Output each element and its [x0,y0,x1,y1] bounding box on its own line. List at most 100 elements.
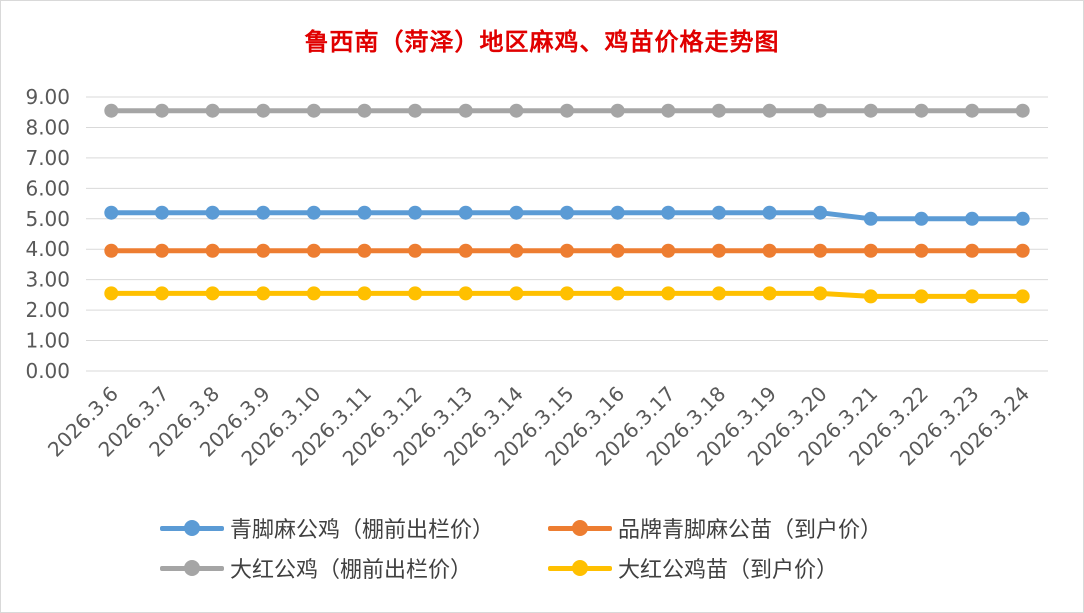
data-point [762,286,777,301]
y-tick-label: 0.00 [25,359,70,383]
data-point [306,205,321,220]
data-point [357,243,372,258]
gridlines [86,96,1048,372]
y-tick-label: 8.00 [25,115,70,139]
legend-label: 品牌青脚麻公苗（到户价） [618,518,883,543]
data-point [661,286,676,301]
data-point [256,243,271,258]
data-point [205,286,220,301]
legend-item-series-3: 大红公鸡（棚前出栏价） [160,552,472,584]
legend-swatch [548,516,612,540]
data-point [509,286,524,301]
data-point [965,103,980,118]
data-point [509,205,524,220]
y-tick-label: 2.00 [25,298,70,322]
series-layer [104,103,1030,304]
data-point [256,286,271,301]
data-point [306,103,321,118]
legend-label: 青脚麻公鸡（棚前出栏价） [230,518,495,543]
data-point [408,243,423,258]
data-point [154,243,169,258]
data-point [357,103,372,118]
data-point [863,243,878,258]
data-point [560,286,574,301]
data-point [509,243,524,258]
data-point [610,286,625,301]
data-point [863,103,878,118]
data-point [610,205,625,220]
chart-title: 鲁西南（菏泽）地区麻鸡、鸡苗价格走势图 [304,27,780,56]
data-point [205,243,220,258]
data-point [104,205,119,220]
x-axis-tick-labels: 2026.3.62026.3.72026.3.82026.3.92026.3.1… [43,382,1034,471]
data-point [104,103,119,118]
legend-item-series-1: 青脚麻公鸡（棚前出栏价） [160,512,494,544]
y-tick-label: 1.00 [25,329,70,353]
data-point [306,286,321,301]
data-point [863,211,878,226]
legend-item-series-4: 大红公鸡苗（到户价） [548,552,838,584]
data-point [509,103,524,118]
data-point [1015,289,1030,304]
data-point [154,286,169,301]
legend-swatch [160,556,224,580]
y-tick-label: 9.00 [25,85,70,109]
data-point [711,286,726,301]
data-point [205,205,220,220]
data-point [1015,211,1030,226]
data-point [965,289,980,304]
data-point [458,243,473,258]
data-point [610,243,625,258]
legend-swatch [548,556,612,580]
data-point [104,243,119,258]
legend: 青脚麻公鸡（棚前出栏价） 品牌青脚麻公苗（到户价） 大红公鸡（棚前出栏价） 大红… [160,512,960,592]
data-point [813,286,828,301]
data-point [205,103,220,118]
data-point [357,205,372,220]
y-tick-label: 4.00 [25,237,70,261]
data-point [154,205,169,220]
data-point [762,205,777,220]
data-point [813,103,828,118]
data-point [1015,243,1030,258]
data-point [306,243,321,258]
data-point [762,243,777,258]
data-point [762,103,777,118]
y-tick-label: 7.00 [25,146,70,170]
data-point [813,243,828,258]
data-point [458,103,473,118]
legend-label: 大红公鸡（棚前出栏价） [230,558,473,583]
data-point [711,103,726,118]
data-point [458,205,473,220]
data-point [408,205,423,220]
data-point [914,243,929,258]
legend-label: 大红公鸡苗（到户价） [618,558,839,583]
data-point [560,103,574,118]
data-point [863,289,878,304]
y-tick-label: 3.00 [25,268,70,292]
data-point [661,243,676,258]
data-point [914,211,929,226]
data-point [914,103,929,118]
data-point [154,103,169,118]
data-point [408,103,423,118]
legend-item-series-2: 品牌青脚麻公苗（到户价） [548,512,882,544]
data-point [661,205,676,220]
y-axis-tick-labels: 0.00 1.00 2.00 3.00 4.00 5.00 6.00 7.00 8.00 9.00 [25,85,70,383]
data-point [408,286,423,301]
data-point [256,103,271,118]
data-point [813,205,828,220]
data-point [661,103,676,118]
data-point [914,289,929,304]
legend-swatch [160,516,224,540]
y-tick-label: 5.00 [25,207,70,231]
data-point [610,103,625,118]
data-point [104,286,119,301]
data-point [560,243,574,258]
data-point [1015,103,1030,118]
data-point [711,205,726,220]
data-point [560,205,574,220]
data-point [357,286,372,301]
